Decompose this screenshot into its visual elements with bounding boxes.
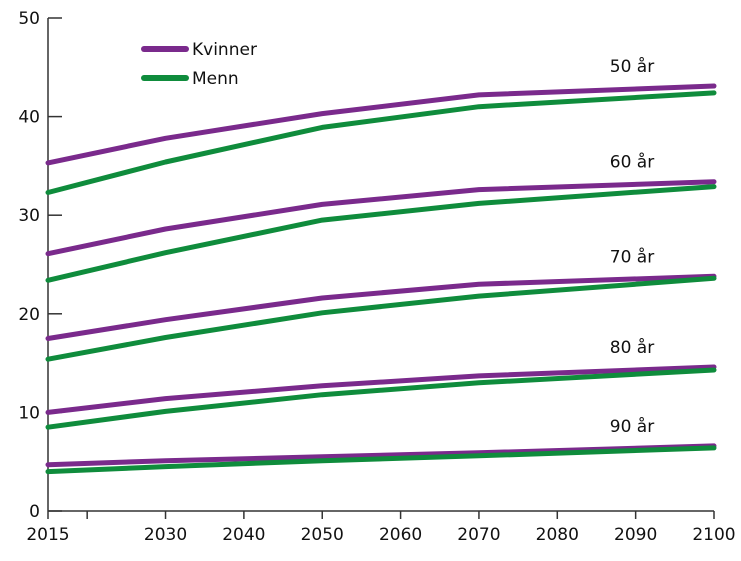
y-tick-label: 10 <box>18 403 40 423</box>
series-line <box>45 273 717 341</box>
x-tick-label: 2050 <box>301 525 344 545</box>
x-tick-label: 2090 <box>614 525 657 545</box>
series-line <box>45 184 717 283</box>
age-label: 60 år <box>610 152 654 173</box>
x-tick-label: 2040 <box>222 525 265 545</box>
y-tick-label: 0 <box>29 502 40 522</box>
y-tick-label: 30 <box>18 206 40 226</box>
x-tick-label: 2070 <box>457 525 500 545</box>
age-label: 70 år <box>610 246 654 267</box>
series-line <box>45 83 717 166</box>
legend-label: Kvinner <box>192 40 257 60</box>
series-lines <box>45 83 717 475</box>
x-tick-label: 2060 <box>379 525 422 545</box>
x-tick-label: 2030 <box>144 525 187 545</box>
series-line <box>45 445 717 475</box>
legend-label: Menn <box>192 69 239 89</box>
series-line <box>45 275 717 362</box>
x-tick-label: 2080 <box>536 525 579 545</box>
age-label: 50 år <box>610 56 654 77</box>
age-label: 80 år <box>610 337 654 358</box>
series-line <box>45 364 717 415</box>
y-tick-label: 20 <box>18 305 40 325</box>
age-labels: 50 år 60 år 70 år 80 år 90 år <box>610 56 654 437</box>
series-line <box>45 443 717 468</box>
y-tick-label: 40 <box>18 108 40 128</box>
series-line <box>45 367 717 430</box>
x-tick-label: 2015 <box>26 525 69 545</box>
x-tick-label: 2100 <box>692 525 735 545</box>
age-label: 90 år <box>610 416 654 437</box>
y-tick-label: 50 <box>18 9 40 29</box>
series-line <box>45 179 717 257</box>
legend: Kvinner Menn <box>141 40 257 89</box>
series-line <box>45 90 717 195</box>
